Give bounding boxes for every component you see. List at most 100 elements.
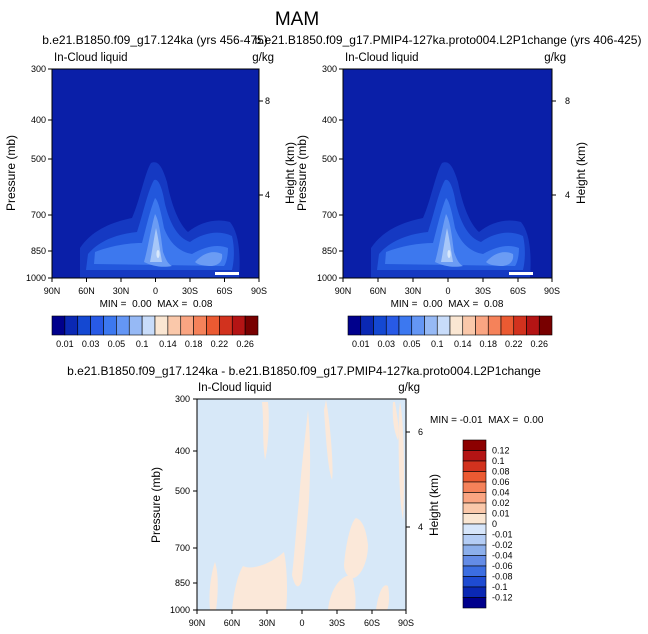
panel-a-x-ticks: 90N 60N 30N 0 30S 60S 90S (44, 278, 267, 296)
panel-c-y-ticks: 300 400 500 700 850 1000 (170, 394, 197, 615)
panel-c-ytick-label: 1000 (170, 605, 190, 615)
colorbar-a-swatch (77, 315, 91, 336)
panel-c-xtick-label: 30S (329, 618, 345, 628)
colorbar-a-swatch (231, 315, 246, 336)
panel-b-ytick-label: 500 (322, 154, 337, 164)
panel-c-xtick-label: 90S (398, 618, 414, 628)
colorbar-a-label: 0.01 (56, 339, 74, 349)
colorbar-c-label: 0 (492, 519, 497, 529)
panel-b-xtick-label: 60S (510, 286, 526, 296)
panel-b-y-axis-label: Pressure (mb) (295, 135, 309, 211)
colorbar-a-swatch (141, 315, 156, 336)
colorbar-c-swatch (462, 513, 487, 525)
colorbar-b-swatch (449, 315, 464, 336)
panel-b-xtick-label: 90S (544, 286, 560, 296)
panel-c-x-ticks: 90N 60N 30N 0 30S 60S 90S (189, 610, 414, 628)
panel-a-height-ticks: 8 4 (259, 96, 270, 200)
panel-c-field (197, 399, 406, 610)
panel-a-height-tick-label: 4 (265, 190, 270, 200)
panel-b-height-tick-label: 4 (565, 190, 570, 200)
colorbar-a-swatch (128, 315, 143, 336)
panel-c-ytick-label: 300 (175, 394, 190, 404)
panel-a-ytick-label: 850 (31, 246, 46, 256)
colorbar-b-label: 0.14 (454, 339, 472, 349)
colorbar-b-swatch (462, 315, 476, 336)
colorbar-a-swatch (116, 315, 130, 336)
panel-a-ytick-label: 1000 (26, 273, 46, 283)
panel-c-height-tick-label: 6 (418, 427, 423, 437)
panel-b-ytick-label: 1000 (317, 273, 337, 283)
colorbar-c-label: -0.04 (492, 551, 513, 561)
panel-a-ytick-label: 500 (31, 154, 46, 164)
colorbar-a-label: 0.03 (82, 339, 100, 349)
colorbar-c-swatch (462, 502, 487, 514)
panel-a-variable-label: In-Cloud liquid (54, 52, 128, 64)
colorbar-c-swatch (462, 439, 487, 451)
colorbar-b-swatch (500, 315, 515, 336)
panel-b-ytick-label: 700 (322, 210, 337, 220)
panel-c-xtick-label: 60S (364, 618, 380, 628)
panel-a-xtick-label: 60N (78, 286, 95, 296)
colorbar-a-swatch (103, 315, 117, 336)
colorbar-panel-c: 0.120.10.080.060.040.020.010-0.01-0.02-0… (462, 439, 513, 609)
colorbar-c-swatch (462, 565, 487, 577)
panel-c-units-label: g/kg (398, 382, 420, 394)
colorbar-b-swatch (398, 315, 413, 336)
panel-a: b.e21.B1850.f09_g17.124ka (yrs 456-475) … (4, 33, 297, 310)
colorbar-c-swatch (462, 460, 487, 472)
colorbar-b-swatch (385, 315, 400, 336)
panel-b-title: b.e21.B1850.f09_g17.PMIP4-127ka.proto004… (255, 33, 642, 47)
panel-a-ytick-label: 400 (31, 115, 46, 125)
colorbar-b-label: 0.03 (377, 339, 395, 349)
colorbar-b-label: 0.18 (479, 339, 497, 349)
panel-a-field (52, 69, 259, 278)
panel-a-y-ticks: 300 400 500 700 850 1000 (26, 64, 52, 283)
colorbar-c-label: -0.1 (492, 582, 508, 592)
panel-a-units-label: g/kg (252, 52, 274, 64)
colorbar-b-swatch (526, 315, 540, 336)
colorbar-b-swatch (411, 315, 425, 336)
panel-b-height-ticks: 8 4 (552, 96, 570, 200)
panel-a-ytick-label: 300 (31, 64, 46, 74)
panel-c-height-ticks: 6 4 (406, 427, 423, 532)
colorbar-c-label: -0.12 (492, 593, 513, 603)
panel-b-xtick-label: 0 (445, 286, 450, 296)
panel-c-ytick-label: 400 (175, 446, 190, 456)
panel-a-xtick-label: 30N (113, 286, 130, 296)
colorbar-b-swatch (513, 315, 527, 336)
colorbar-panel-b: 0.01 0.03 0.05 0.1 0.14 0.18 0.22 0.26 (347, 315, 553, 349)
panel-a-height-tick-label: 8 (265, 96, 270, 106)
colorbar-a-swatch (51, 315, 66, 336)
colorbar-c-label: 0.12 (492, 446, 510, 456)
panel-c-xtick-label: 90N (189, 618, 206, 628)
colorbar-c-swatch (462, 544, 487, 556)
panel-b: b.e21.B1850.f09_g17.PMIP4-127ka.proto004… (255, 33, 642, 310)
panel-a-xtick-label: 0 (153, 286, 158, 296)
colorbar-c-swatch (462, 597, 487, 609)
colorbar-panel-a: 0.01 0.03 0.05 0.1 0.14 0.18 0.22 0.26 (51, 315, 259, 349)
panel-a-title: b.e21.B1850.f09_g17.124ka (yrs 456-475) (42, 33, 268, 47)
colorbar-c-label: 0.06 (492, 477, 510, 487)
colorbar-c-swatch (462, 586, 487, 598)
colorbar-c-label: -0.08 (492, 572, 513, 582)
colorbar-a-label: 0.14 (159, 339, 177, 349)
colorbar-a-swatch (219, 315, 233, 336)
colorbar-b-swatch (360, 315, 374, 336)
colorbar-b-label: 0.1 (431, 339, 444, 349)
colorbar-a-swatch (193, 315, 207, 336)
colorbar-b-label: 0.05 (403, 339, 421, 349)
panel-a-stats: MIN = 0.00 MAX = 0.08 (100, 299, 213, 310)
colorbar-c-label: 0.04 (492, 488, 510, 498)
colorbar-c-swatch (462, 576, 487, 588)
colorbar-b-swatch (436, 315, 451, 336)
panel-b-ytick-label: 850 (322, 246, 337, 256)
panel-c-xtick-label: 60N (224, 618, 241, 628)
colorbar-c-label: -0.01 (492, 530, 513, 540)
panel-b-xtick-label: 60N (370, 286, 387, 296)
colorbar-c-label: 0.02 (492, 498, 510, 508)
panel-b-field (343, 69, 552, 278)
panel-b-ytick-label: 400 (322, 115, 337, 125)
colorbar-c-swatch (462, 481, 487, 493)
colorbar-c-swatch (462, 450, 487, 462)
colorbar-c-swatch (462, 534, 487, 546)
